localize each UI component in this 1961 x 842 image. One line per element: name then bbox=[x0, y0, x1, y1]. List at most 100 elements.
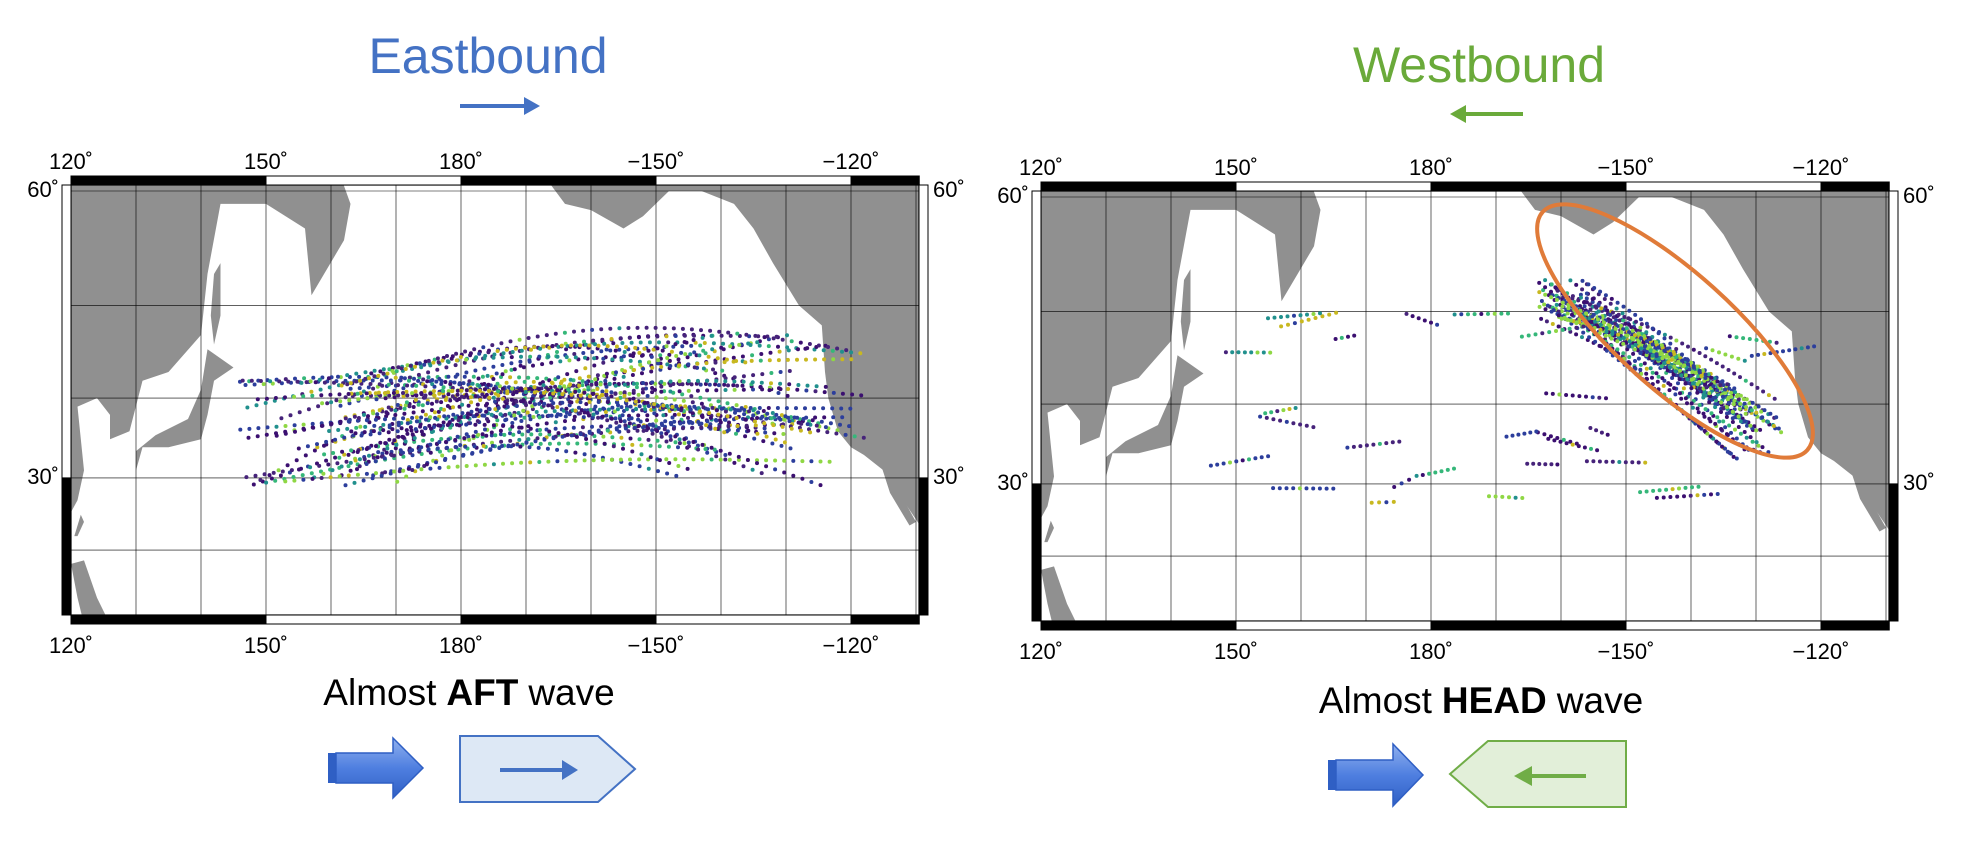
track-dot bbox=[496, 397, 501, 402]
track-dot bbox=[264, 396, 269, 401]
track-dot bbox=[798, 340, 803, 345]
track-dot bbox=[735, 424, 740, 428]
track-dot bbox=[491, 423, 496, 428]
track-dot bbox=[732, 379, 737, 384]
lon-label: −120˚ bbox=[823, 633, 880, 658]
track-dot bbox=[644, 325, 649, 330]
track-dot bbox=[834, 431, 839, 436]
track-dot bbox=[530, 396, 534, 401]
track-dot bbox=[681, 398, 686, 403]
lat-label: 60˚ bbox=[27, 177, 59, 202]
track-dot bbox=[1638, 350, 1643, 355]
track-dot bbox=[409, 428, 414, 433]
track-dot bbox=[591, 412, 596, 417]
track-dot bbox=[538, 432, 543, 437]
track-dot bbox=[491, 355, 496, 360]
track-dot bbox=[615, 397, 620, 402]
track-dot bbox=[388, 378, 393, 383]
track-dot bbox=[509, 355, 514, 360]
track-dot bbox=[455, 422, 459, 427]
track-dot bbox=[1670, 487, 1675, 492]
track-dot bbox=[757, 406, 762, 410]
track-dot bbox=[1733, 415, 1738, 420]
track-dot bbox=[487, 389, 491, 393]
track-dot bbox=[419, 429, 424, 434]
track-dot bbox=[521, 365, 526, 370]
track-dot bbox=[344, 459, 349, 464]
track-dot bbox=[1644, 371, 1649, 376]
track-dot bbox=[1721, 394, 1725, 399]
track-dot bbox=[542, 401, 547, 406]
track-dot bbox=[402, 406, 407, 411]
track-dot bbox=[593, 377, 598, 382]
track-dot bbox=[555, 354, 560, 359]
track-dot bbox=[831, 390, 836, 395]
track-dot bbox=[670, 415, 675, 420]
track-dot bbox=[638, 340, 643, 345]
track-dot bbox=[390, 369, 395, 373]
track-dot bbox=[503, 412, 508, 417]
track-dot bbox=[1223, 350, 1228, 355]
track-dot bbox=[386, 430, 391, 435]
track-dot bbox=[514, 404, 519, 408]
frame-bar bbox=[70, 614, 267, 625]
track-dot bbox=[462, 436, 467, 441]
track-dot bbox=[1665, 346, 1670, 351]
track-dot bbox=[628, 404, 633, 409]
track-dot bbox=[646, 426, 651, 431]
track-dot bbox=[734, 359, 739, 363]
track-dot bbox=[1560, 300, 1565, 305]
track-dot bbox=[426, 447, 431, 452]
track-dot bbox=[555, 412, 560, 417]
track-dot bbox=[705, 407, 710, 412]
track-dot bbox=[601, 356, 606, 361]
lon-label: 150˚ bbox=[244, 149, 288, 174]
track-dot bbox=[578, 432, 583, 437]
track-dot bbox=[637, 464, 642, 469]
track-dot bbox=[1384, 441, 1389, 446]
track-dot bbox=[1715, 402, 1720, 407]
track-dot bbox=[645, 418, 650, 423]
track-dot bbox=[831, 415, 836, 420]
track-dot bbox=[527, 413, 532, 418]
track-dot bbox=[410, 415, 415, 420]
track-dot bbox=[539, 391, 543, 396]
track-dot bbox=[509, 367, 514, 372]
track-dot bbox=[404, 428, 409, 433]
track-dot bbox=[681, 413, 686, 417]
track-dot bbox=[440, 453, 445, 458]
track-dot bbox=[324, 439, 329, 444]
track-dot bbox=[655, 334, 660, 339]
track-dot bbox=[708, 415, 713, 420]
track-dot bbox=[357, 374, 362, 379]
track-dot bbox=[745, 458, 750, 462]
track-dot bbox=[432, 410, 437, 415]
track-dot bbox=[392, 395, 397, 400]
track-dot bbox=[594, 380, 599, 385]
track-dot bbox=[835, 428, 840, 433]
track-dot bbox=[435, 446, 440, 451]
track-dot bbox=[535, 436, 540, 441]
track-dot bbox=[760, 372, 765, 377]
track-dot bbox=[397, 469, 402, 474]
track-dot bbox=[674, 354, 679, 358]
track-dot bbox=[507, 411, 512, 416]
track-dot bbox=[405, 393, 410, 398]
track-dot bbox=[1279, 315, 1283, 319]
track-dot bbox=[500, 363, 505, 367]
track-dot bbox=[320, 423, 325, 428]
track-dot bbox=[640, 371, 644, 376]
caption-text: wave bbox=[527, 672, 614, 713]
track-dot bbox=[596, 415, 601, 420]
track-dot bbox=[238, 427, 243, 432]
track-dot bbox=[485, 373, 490, 378]
track-dot bbox=[512, 367, 517, 372]
track-dot bbox=[1670, 376, 1675, 380]
track-dot bbox=[1617, 318, 1622, 323]
track-dot bbox=[1584, 296, 1589, 301]
track-dot bbox=[1377, 500, 1382, 505]
track-dot bbox=[283, 395, 287, 400]
track-dot bbox=[453, 363, 458, 368]
track-dot bbox=[553, 377, 558, 382]
track-dot bbox=[587, 413, 591, 418]
